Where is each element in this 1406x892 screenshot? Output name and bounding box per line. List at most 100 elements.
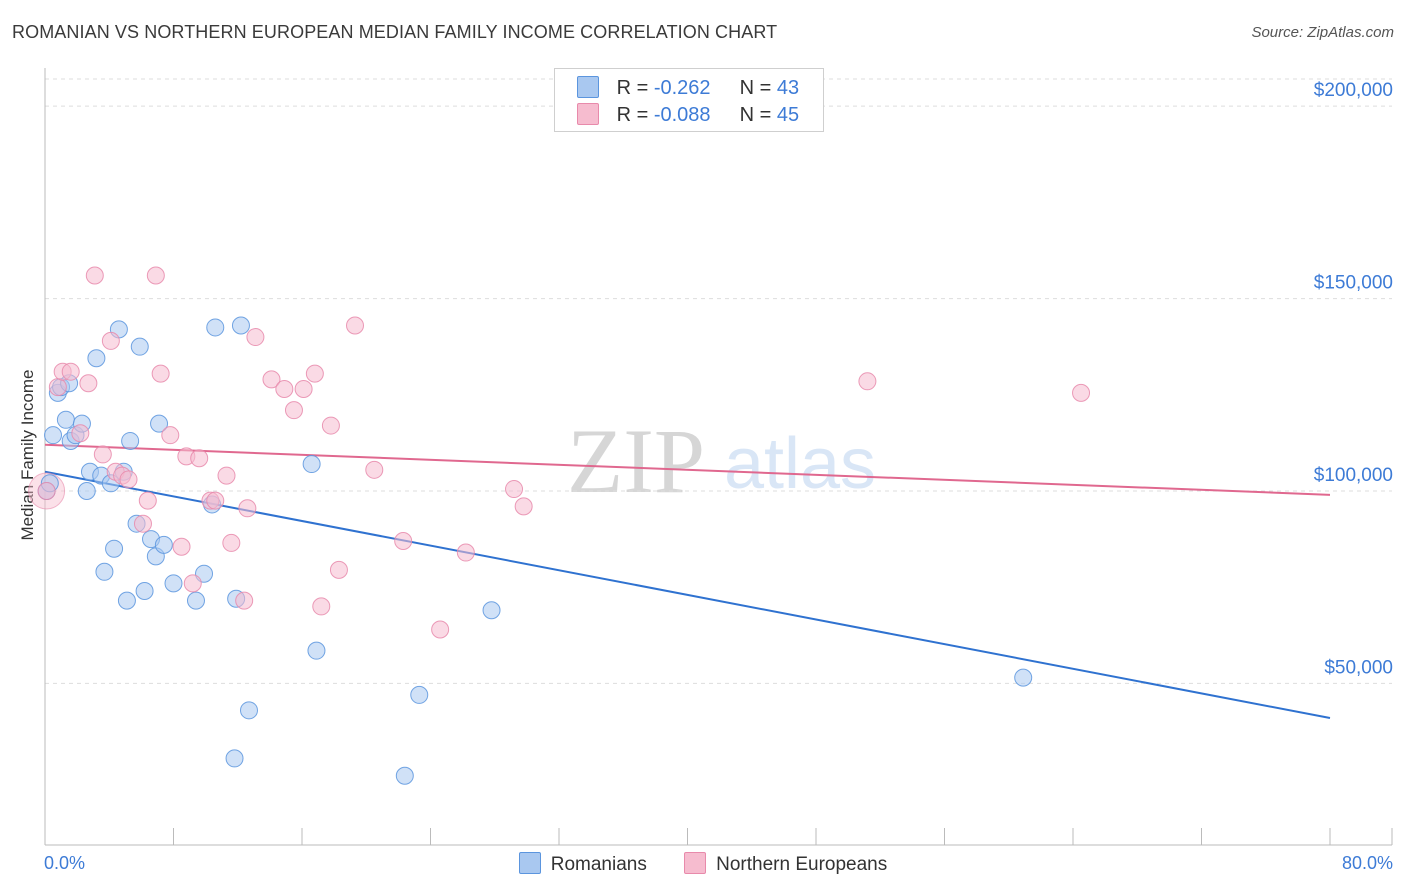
data-point-blue	[130, 337, 149, 356]
data-point-blue	[56, 410, 75, 429]
data-point-pink	[246, 328, 265, 347]
data-point-pink	[235, 591, 254, 610]
points-layer	[28, 266, 1091, 785]
data-point-pink	[505, 480, 524, 499]
data-point-pink	[305, 364, 324, 383]
data-point-pink	[183, 574, 202, 593]
bottom-legend-label: Northern Europeans	[716, 854, 888, 875]
data-point-blue	[117, 591, 136, 610]
y-tick-label: $50,000	[1324, 657, 1393, 678]
data-point-blue	[164, 574, 183, 593]
data-point-blue	[154, 535, 173, 554]
data-point-pink	[161, 426, 180, 445]
data-point-pink	[217, 466, 236, 485]
legend-row-romanians: R = -0.262 N = 43	[577, 76, 799, 102]
data-point-blue	[307, 641, 326, 660]
data-point-blue	[105, 539, 124, 558]
legend-swatch-pink	[577, 103, 599, 125]
bottom-legend-item-romanians[interactable]: Romanians	[518, 852, 647, 876]
data-point-pink	[275, 380, 294, 399]
x-tick-label: 0.0%	[44, 853, 85, 873]
data-point-blue	[206, 318, 225, 337]
data-point-blue	[239, 701, 258, 720]
data-point-pink	[238, 499, 257, 518]
legend-n-value: 45	[776, 104, 800, 126]
data-point-pink	[151, 364, 170, 383]
data-point-blue	[225, 749, 244, 768]
data-point-pink	[61, 362, 80, 381]
data-point-blue	[150, 414, 169, 433]
data-point-pink	[294, 380, 313, 399]
data-point-blue	[95, 562, 114, 581]
data-point-blue	[135, 582, 154, 601]
data-point-pink	[394, 532, 413, 551]
y-tick-label: $200,000	[1314, 80, 1393, 101]
legend-n-value: 43	[776, 77, 800, 99]
chart-title: ROMANIAN VS NORTHERN EUROPEAN MEDIAN FAM…	[12, 22, 778, 42]
y-tick-label: $150,000	[1314, 273, 1393, 294]
legend-n-label: N =	[739, 104, 772, 126]
data-point-pink	[858, 372, 877, 391]
x-tick-label: 80.0%	[1342, 853, 1393, 873]
data-point-pink	[312, 597, 331, 616]
data-point-pink	[101, 331, 120, 350]
data-point-pink	[190, 449, 209, 468]
legend: R = -0.262 N = 43 R = -0.088 N = 45	[554, 68, 824, 132]
legend-r-label: R =	[616, 77, 649, 99]
data-point-pink	[262, 370, 281, 389]
legend-row-northern-europeans: R = -0.088 N = 45	[577, 103, 799, 129]
legend-swatch-pink	[684, 852, 707, 874]
source-label: Source: ZipAtlas.com	[1251, 24, 1394, 41]
data-point-pink	[138, 491, 157, 510]
legend-r-value: -0.262	[653, 77, 711, 99]
data-point-blue	[1014, 668, 1033, 687]
data-point-blue	[121, 431, 140, 450]
data-point-pink	[1072, 383, 1091, 402]
bottom-legend-label: Romanians	[550, 854, 647, 875]
data-point-blue	[302, 455, 321, 474]
data-point-pink	[284, 401, 303, 420]
data-point-pink	[79, 374, 98, 393]
data-point-pink	[37, 481, 56, 500]
data-point-pink	[133, 514, 152, 533]
data-point-pink	[206, 491, 225, 510]
data-point-pink	[514, 497, 533, 516]
tick-label-layer: $50,000 $100,000 $150,000 $200,000 0.0% 80.0%	[44, 80, 1393, 873]
data-point-pink	[172, 537, 191, 556]
legend-swatch-blue	[518, 852, 541, 874]
data-point-pink	[222, 533, 241, 552]
data-point-pink	[329, 560, 348, 579]
legend-r-value: -0.088	[653, 104, 711, 126]
bottom-legend-item-northern-europeans[interactable]: Northern Europeans	[684, 852, 887, 876]
data-point-pink	[71, 424, 90, 443]
data-point-blue	[231, 316, 250, 335]
legend-n-label: N =	[739, 77, 772, 99]
watermark-zip: ZIP	[567, 410, 705, 512]
data-point-blue	[482, 601, 501, 620]
bottom-legend: Romanians Northern Europeans	[0, 852, 1406, 876]
data-point-pink	[93, 445, 112, 464]
legend-r-label: R =	[616, 104, 649, 126]
data-point-blue	[77, 481, 96, 500]
legend-swatch-blue	[577, 76, 599, 98]
data-point-blue	[87, 349, 106, 368]
data-point-blue	[410, 685, 429, 704]
data-point-pink	[456, 543, 475, 562]
trend-layer	[44, 443, 1331, 719]
trend-line-blue	[44, 470, 1331, 719]
data-point-pink	[431, 620, 450, 639]
data-point-blue	[395, 766, 414, 785]
data-point-pink	[85, 266, 104, 285]
data-point-pink	[146, 266, 165, 285]
data-point-pink	[365, 460, 384, 479]
data-point-blue	[186, 591, 205, 610]
data-point-pink	[321, 416, 340, 435]
data-point-pink	[346, 316, 365, 335]
y-tick-label: $100,000	[1314, 465, 1393, 486]
data-point-pink	[119, 470, 138, 489]
axis-layer	[44, 68, 1393, 846]
data-point-pink	[48, 378, 67, 397]
trend-line-pink	[44, 443, 1331, 496]
